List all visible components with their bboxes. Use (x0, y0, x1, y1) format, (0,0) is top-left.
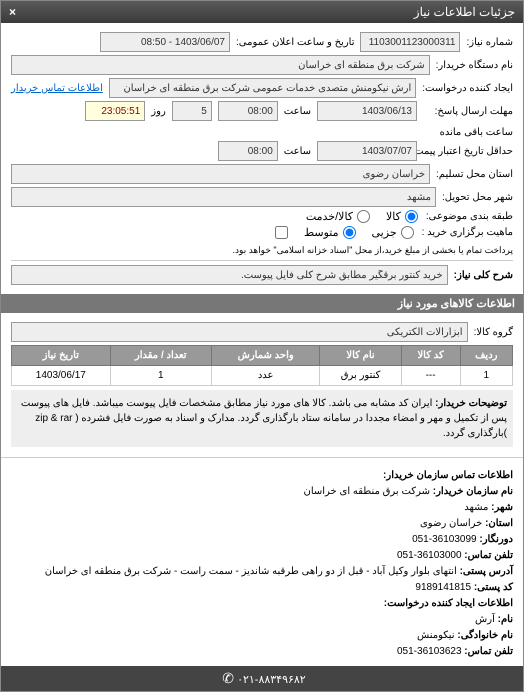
days-label: روز (151, 106, 166, 117)
announce-field (100, 32, 230, 52)
province-label: استان محل تسلیم: (436, 169, 513, 180)
announce-label: تاریخ و ساعت اعلان عمومی: (236, 37, 355, 48)
address-label: آدرس پستی: (460, 566, 513, 577)
small-radio[interactable] (401, 226, 414, 239)
buyer-org-field (11, 55, 430, 75)
postal-label: کد پستی: (474, 582, 513, 593)
contact-header: اطلاعات تماس سازمان خریدار: (11, 468, 513, 484)
close-icon[interactable]: × (9, 5, 16, 19)
purchase-label: ماهیت برگزاری خرید : (422, 227, 513, 238)
col-qty: تعداد / مقدار (110, 346, 211, 366)
cell-row: 1 (460, 366, 512, 386)
remaining-field (85, 101, 145, 121)
days-field (172, 101, 212, 121)
req-header: اطلاعات ایجاد کننده درخواست: (11, 596, 513, 612)
table-row[interactable]: 1 --- کنتور برق عدد 1 1403/06/17 (12, 366, 513, 386)
validity-date-field (317, 141, 417, 161)
province-field (11, 164, 430, 184)
request-no-field (360, 32, 460, 52)
reqphone-label: تلفن تماس: (464, 646, 513, 657)
col-row: ردیف (460, 346, 512, 366)
group-field (11, 322, 468, 342)
phone-value: 36103000-051 (397, 550, 462, 561)
treasury-note: پرداخت تمام یا بخشی از مبلغ خرید،از محل … (233, 245, 513, 256)
address-value: انتهای بلوار وکیل آباد - قبل از دو راهی … (45, 566, 457, 577)
time-label-1: ساعت (284, 106, 311, 117)
reply-date-field (317, 101, 417, 121)
time-label-2: ساعت (284, 146, 311, 157)
col-date: تاریخ نیاز (12, 346, 111, 366)
cell-qty: 1 (110, 366, 211, 386)
footer: ۰۲۱-۸۸۳۴۹۶۸۲ (1, 666, 523, 691)
cell-unit: عدد (211, 366, 320, 386)
contact-section: اطلاعات تماس سازمان خریدار: نام سازمان خ… (1, 462, 523, 666)
category-label: طبقه بندی موضوعی: (426, 211, 513, 222)
org-label: نام سازمان خریدار: (433, 486, 513, 497)
need-label: شرح کلی نیاز: (454, 270, 513, 281)
lname-value: نیکومنش (417, 630, 455, 641)
reply-time-field (218, 101, 278, 121)
fax-label: دورنگار: (479, 534, 513, 545)
phone-label: تلفن تماس: (464, 550, 513, 561)
col-unit: واحد شمارش (211, 346, 320, 366)
c-city-value: مشهد (464, 502, 488, 513)
kala-radio-label: کالا (386, 210, 401, 223)
kala-radio[interactable] (405, 210, 418, 223)
remaining-label: ساعت باقی مانده (440, 127, 513, 138)
footer-phone: ۰۲۱-۸۸۳۴۹۶۸۲ (237, 674, 306, 686)
buyer-org-label: نام دستگاه خریدار: (436, 60, 513, 71)
reply-deadline-label: مهلت ارسال پاسخ: (423, 106, 513, 117)
validity-time-field (218, 141, 278, 161)
items-table: ردیف کد کالا نام کالا واحد شمارش تعداد /… (11, 345, 513, 386)
validity-label: حداقل تاریخ اعتبار پیمت: تا تاریخ: (423, 146, 513, 157)
reqphone-value: 36103623-051 (397, 646, 462, 657)
request-no-label: شماره نیاز: (466, 37, 513, 48)
fax-value: 36103099-051 (412, 534, 477, 545)
medium-radio-label: متوسط (304, 226, 339, 239)
cell-code: --- (401, 366, 460, 386)
phone-icon (218, 674, 234, 686)
small-radio-label: جزیی (372, 226, 397, 239)
c-city-label: شهر: (491, 502, 513, 513)
c-province-label: استان: (485, 518, 513, 529)
city-field (11, 187, 436, 207)
khedmat-radio-label: کالا/خدمت (306, 210, 353, 223)
treasury-checkbox[interactable] (275, 226, 288, 239)
cell-name: کنتور برق (320, 366, 401, 386)
window-title: جزئیات اطلاعات نیاز (414, 5, 515, 19)
name-label: نام: (498, 614, 513, 625)
col-code: کد کالا (401, 346, 460, 366)
creator-label: ایجاد کننده درخواست: (422, 83, 513, 94)
creator-field (109, 78, 416, 98)
main-window: جزئیات اطلاعات نیاز × شماره نیاز: تاریخ … (0, 0, 524, 692)
buyer-notes-label: توضیحات خریدار: (435, 398, 507, 409)
group-label: گروه کالا: (474, 327, 513, 338)
medium-radio[interactable] (343, 226, 356, 239)
org-value: شرکت برق منطقه ای خراسان (303, 486, 430, 497)
postal-value: 9189141815 (415, 582, 471, 593)
cell-date: 1403/06/17 (12, 366, 111, 386)
city-label: شهر محل تحویل: (442, 192, 513, 203)
name-value: آرش (475, 614, 495, 625)
titlebar: جزئیات اطلاعات نیاز × (1, 1, 523, 23)
c-province-value: خراسان رضوی (420, 518, 482, 529)
lname-label: نام خانوادگی: (457, 630, 513, 641)
contact-link[interactable]: اطلاعات تماس خریدار (11, 83, 103, 94)
items-header: اطلاعات کالاهای مورد نیاز (1, 294, 523, 313)
col-name: نام کالا (320, 346, 401, 366)
khedmat-radio[interactable] (357, 210, 370, 223)
need-field (11, 265, 448, 285)
